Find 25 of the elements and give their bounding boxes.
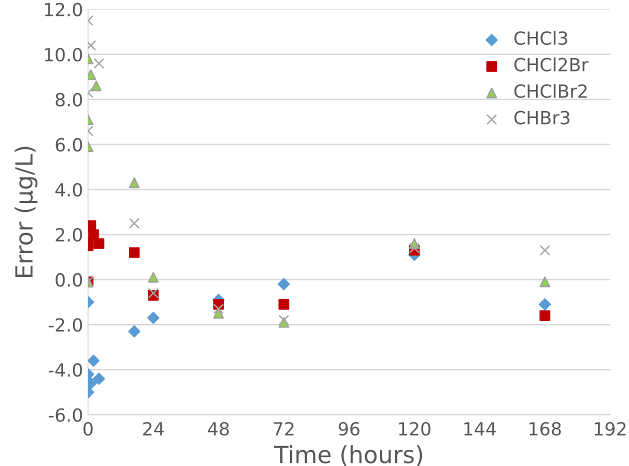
y-tick-label: 2.0	[56, 228, 82, 242]
y-tick-label: 10.0	[44, 48, 82, 62]
legend-label: CHClBr2	[514, 84, 587, 98]
y-tick-label: 12.0	[44, 2, 82, 16]
y-tick-label: 6.0	[56, 138, 82, 152]
x-tick-label: 48	[208, 422, 229, 436]
x-tick-label: 96	[338, 422, 360, 436]
legend-label: CHCl2Br	[514, 57, 588, 72]
x-tick-label: 168	[530, 422, 561, 436]
x-tick-label: 0	[84, 422, 93, 436]
x-tick-label: 72	[274, 422, 294, 436]
legend-label: CHCl3	[514, 30, 568, 45]
y-tick-label: 8.0	[56, 92, 82, 107]
x-tick-label: 144	[464, 422, 496, 436]
x-tick-label: 24	[143, 422, 164, 436]
legend-label: CHBr3	[514, 110, 570, 124]
y-tick-label: 0.0	[56, 273, 82, 287]
y-axis-title: Error (µg/L)	[14, 146, 38, 278]
x-axis-title: Time (hours)	[274, 445, 422, 466]
y-tick-label: 4.0	[55, 182, 82, 197]
y-tick-label: -4.0	[48, 363, 82, 377]
y-tick-label: -2.0	[48, 318, 82, 332]
x-tick-label: 120	[399, 422, 430, 436]
y-tick-label: -6.0	[48, 408, 82, 422]
x-tick-label: 192	[594, 422, 626, 436]
